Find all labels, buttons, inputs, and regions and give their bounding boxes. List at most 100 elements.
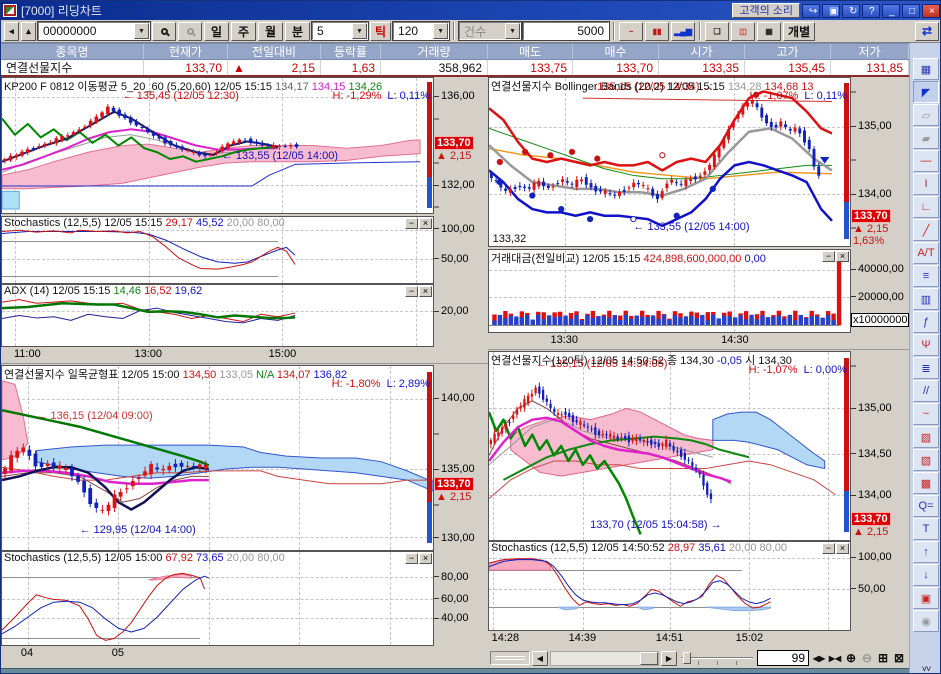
tool-indicator-lines-icon[interactable]: ≡ (913, 265, 939, 287)
tool-hatch-r-icon[interactable]: ▩ (913, 472, 939, 494)
minimize-panel-button[interactable]: − (405, 553, 418, 564)
page-input[interactable]: 99 (757, 650, 809, 666)
close-panel-button[interactable]: × (836, 251, 849, 262)
period-minute-button[interactable]: 분 (285, 21, 310, 41)
y-tick: 40,00 (434, 612, 469, 624)
chart-plot-br-stochastics[interactable]: Stochastics (12,5,5) 12/05 14:50:52 28,9… (488, 541, 851, 631)
tool-quote-list-icon[interactable]: Q= (913, 495, 939, 517)
period-month-button[interactable]: 월 (258, 21, 283, 41)
nav-back-button[interactable]: ◂ (4, 21, 19, 41)
scroll-grip[interactable] (490, 651, 530, 665)
tool-formula-branch-icon[interactable]: Ψ (913, 334, 939, 356)
chevron-down-icon[interactable]: ▼ (433, 23, 449, 39)
chart-plot-br-tick[interactable]: 연결선물지수(120틱) 12/05 14:50:52 종 134,30 -0,… (488, 351, 851, 541)
tick-count-combobox[interactable]: 120 ▼ (392, 21, 451, 41)
tool-horizontal-line-icon[interactable]: — (913, 150, 939, 172)
tool-text-ratio-icon[interactable]: A/T (913, 242, 939, 264)
bar-chart-icon[interactable]: ▂▄▆ (671, 21, 696, 41)
chart-plot-tl-adx[interactable]: ADX (14) 12/05 15:15 14,46 16,52 19,62 − × (1, 284, 434, 347)
period-day-button[interactable]: 일 (204, 21, 229, 41)
tool-zigzag-icon[interactable]: ~ (913, 403, 939, 425)
tool-hatch-d-icon[interactable]: ▨ (913, 426, 939, 448)
zoom-slider[interactable] (679, 650, 755, 666)
voice-of-customer-button[interactable]: 고객의 소리 (732, 3, 800, 18)
report-page-icon[interactable]: ◫ (731, 21, 756, 41)
restore-window-button[interactable]: ▣ (822, 3, 840, 18)
minimize-button[interactable]: _ (882, 3, 900, 18)
search-button[interactable] (152, 21, 176, 41)
chart-axis-tr-volume: 40000,00 20000,00 x10000000 (851, 249, 910, 333)
tool-parallel-lines-icon[interactable]: // (913, 380, 939, 402)
minimize-panel-button[interactable]: − (405, 286, 418, 297)
chart-plot-tl-stochastics[interactable]: Stochastics (12,5,5) 12/05 15:15 29,17 4… (1, 216, 434, 284)
individual-button[interactable]: 개별 (783, 21, 816, 41)
tool-vertical-line-icon[interactable]: I (913, 173, 939, 195)
chart-plot-tl-main[interactable]: KP200 F 0812 이동평균 5_20_60 (5,20,60) 12/0… (1, 77, 434, 214)
y-tick: 20000,00 (851, 291, 904, 303)
tool-dome-marker-icon[interactable]: ◉ (913, 610, 939, 632)
tool-text-tool-icon[interactable]: T (913, 518, 939, 540)
slider-thumb[interactable] (683, 652, 691, 664)
fit-grid-button[interactable]: ⊞ (875, 650, 891, 666)
scroll-right-button[interactable]: ▶ (661, 650, 677, 666)
chart-plot-bl-stochastics[interactable]: Stochastics (12,5,5) 12/05 15:00 67,92 7… (1, 551, 434, 646)
exit-button[interactable]: ↪ (802, 3, 820, 18)
scroll-left-button[interactable]: ◀ (532, 650, 548, 666)
collapse-button[interactable]: ▶◀ (827, 650, 843, 666)
close-button[interactable]: × (922, 3, 940, 18)
scroll-thumb[interactable] (640, 651, 658, 665)
chevron-down-icon[interactable]: ▼ (134, 23, 149, 39)
tool-volume-bars-icon[interactable]: ▥ (913, 288, 939, 310)
minimize-panel-button[interactable]: − (405, 218, 418, 229)
tool-cursor-icon[interactable]: ◤ (913, 81, 939, 103)
toolbar-overflow-chevron[interactable]: ˅˅ (921, 664, 932, 674)
quote-value-row[interactable]: 연결선물지수 133,70 ▲ 2,15 1,63 358,962 133,75 133,70… (1, 60, 909, 77)
tool-trend-line-icon[interactable]: ╱ (913, 219, 939, 241)
close-grid-button[interactable]: ⊠ (891, 650, 907, 666)
close-panel-button[interactable]: × (419, 286, 432, 297)
tool-ratio-lines-icon[interactable]: ≣ (913, 357, 939, 379)
maximize-button[interactable]: □ (902, 3, 920, 18)
close-panel-button[interactable]: × (836, 543, 849, 554)
chart-plot-bl-ichimoku[interactable]: 연결선물지수 일목균형표 12/05 15:00 134,50 133,05 N… (1, 365, 434, 551)
tool-erase-all-icon[interactable]: ▰ (913, 127, 939, 149)
nav-up-button[interactable]: ▴ (21, 21, 36, 41)
minute-combobox[interactable]: 5 ▼ (311, 21, 369, 41)
help-button[interactable]: ? (862, 3, 880, 18)
period-week-button[interactable]: 주 (231, 21, 256, 41)
pan-left-right-button[interactable]: ◀▶ (811, 650, 827, 666)
tool-arrow-down-icon[interactable]: ↓ (913, 564, 939, 586)
new-page-icon[interactable]: ❏ (705, 21, 730, 41)
minimize-panel-button[interactable]: − (822, 251, 835, 262)
close-panel-button[interactable]: × (419, 553, 432, 564)
chart-axis-tl-stochastics: 100,00 50,00 (434, 216, 488, 284)
chevron-down-icon[interactable]: ▼ (352, 23, 367, 39)
tool-erase-icon[interactable]: ▱ (913, 104, 939, 126)
titlebar[interactable]: [7000] 리딩차트 고객의 소리 ↪ ▣ ↻? _ □ × (1, 1, 940, 20)
zoom-in-button[interactable]: ⊕ (843, 650, 859, 666)
count-combobox: 건수 ▼ (458, 21, 523, 41)
tool-quote-grid-icon[interactable]: ▦ (913, 58, 939, 80)
candle-chart-icon[interactable]: ▮▮ (645, 21, 670, 41)
refresh-window-button[interactable]: ↻ (842, 3, 860, 18)
symbol-combobox[interactable]: 00000000 ▼ (37, 21, 151, 41)
count-input[interactable]: 5000 (522, 21, 611, 41)
chart-plot-tr-volume[interactable]: 거래대금(전일비교) 12/05 15:15 424,898,600,000,0… (488, 249, 851, 333)
tool-hatch-e-icon[interactable]: ▧ (913, 449, 939, 471)
grid-view-icon[interactable]: ▦ (757, 21, 782, 41)
chart-plot-tr-bollinger[interactable]: 연결선물지수 Bollinger Bands (20,2) 12/05 15:1… (488, 77, 851, 247)
line-chart-icon[interactable]: ~ (619, 21, 644, 41)
tool-arrow-up-icon[interactable]: ↑ (913, 541, 939, 563)
close-panel-button[interactable]: × (419, 218, 432, 229)
quote-header-0: 종목명 (1, 44, 144, 59)
minimize-panel-button[interactable]: − (822, 543, 835, 554)
tool-square-marker-icon[interactable]: ▣ (913, 587, 939, 609)
tick-button[interactable]: 틱 (370, 21, 392, 41)
refresh-button[interactable]: ⇄ (915, 21, 939, 41)
tool-angle-line-icon[interactable]: ∟ (913, 196, 939, 218)
tool-formula-curve-icon[interactable]: ƒ (913, 311, 939, 333)
app-icon (3, 4, 17, 17)
zoom-out-button[interactable]: ⊖ (859, 650, 875, 666)
scroll-track[interactable] (550, 650, 659, 666)
search-disabled-button[interactable] (178, 21, 202, 41)
